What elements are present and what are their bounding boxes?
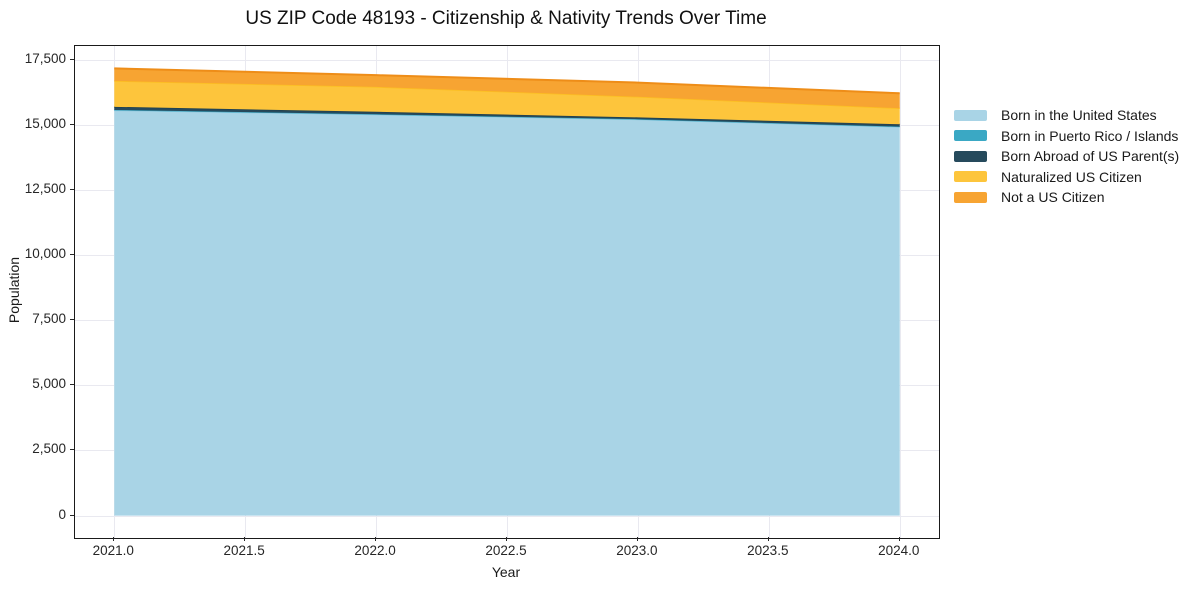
x-tick-mark bbox=[636, 537, 638, 541]
legend-label: Naturalized US Citizen bbox=[1001, 168, 1142, 185]
legend-swatch bbox=[954, 150, 987, 162]
legend-label: Born in the United States bbox=[1001, 107, 1157, 123]
area-born-abroad-of-us-parent-s- bbox=[114, 106, 900, 127]
y-tick-label: 12,500 bbox=[24, 181, 66, 197]
legend-label: Born Abroad of US Parent(s) bbox=[1001, 148, 1180, 164]
x-tick-label: 2023.0 bbox=[616, 543, 658, 558]
legend-item: Naturalized US Citizen bbox=[954, 167, 1179, 188]
y-tick-label: 0 bbox=[58, 506, 66, 522]
y-tick-mark bbox=[70, 449, 74, 451]
y-axis-label: Population bbox=[6, 256, 22, 324]
x-tick-label: 2021.0 bbox=[92, 543, 134, 558]
y-tick-mark bbox=[70, 189, 74, 191]
y-tick-label: 7,500 bbox=[32, 311, 66, 327]
gridline bbox=[75, 59, 939, 61]
x-axis-label: Year bbox=[491, 564, 521, 580]
y-tick-mark bbox=[70, 514, 74, 516]
y-tick-label: 5,000 bbox=[32, 376, 66, 392]
legend-label: Not a US Citizen bbox=[1001, 189, 1105, 205]
y-tick-label: 10,000 bbox=[24, 246, 66, 262]
x-tick-mark bbox=[506, 537, 507, 541]
legend-swatch bbox=[954, 130, 987, 142]
x-tick-label: 2021.5 bbox=[223, 543, 265, 558]
chart-title: US ZIP Code 48193 - Citizenship & Nativi… bbox=[245, 8, 767, 29]
x-tick-label: 2023.5 bbox=[747, 543, 789, 558]
plot-area bbox=[74, 45, 940, 539]
area-born-in-the-united-states bbox=[114, 110, 900, 516]
x-tick-mark bbox=[767, 537, 769, 541]
legend-item: Born in the United States bbox=[954, 105, 1179, 126]
x-tick-label: 2022.0 bbox=[354, 543, 396, 558]
x-tick-label: 2022.5 bbox=[485, 543, 527, 558]
legend-item: Born Abroad of US Parent(s) bbox=[954, 146, 1179, 167]
y-tick-label: 15,000 bbox=[24, 115, 66, 131]
area-naturalized-us-citizen bbox=[114, 80, 900, 125]
y-tick-mark bbox=[70, 254, 74, 256]
y-tick-mark bbox=[70, 58, 74, 60]
legend-item: Not a US Citizen bbox=[954, 187, 1179, 208]
area-edge bbox=[114, 67, 900, 95]
legend-swatch bbox=[954, 191, 987, 203]
y-tick-label: 2,500 bbox=[32, 441, 66, 457]
y-tick-mark bbox=[70, 123, 74, 125]
legend-swatch bbox=[954, 109, 987, 121]
legend: Born in the United States Born in Puerto … bbox=[954, 105, 1179, 208]
y-tick-label: 17,500 bbox=[24, 50, 66, 66]
x-tick-label: 2024.0 bbox=[878, 543, 920, 558]
gridline bbox=[899, 46, 901, 538]
x-tick-mark bbox=[113, 537, 115, 541]
area-not-a-us-citizen bbox=[114, 68, 900, 109]
y-tick-mark bbox=[70, 384, 74, 386]
x-tick-mark bbox=[244, 537, 246, 541]
gridline bbox=[75, 515, 939, 517]
stacked-areas bbox=[114, 67, 900, 516]
x-tick-mark bbox=[375, 537, 377, 541]
legend-swatch bbox=[954, 171, 987, 183]
y-tick-mark bbox=[70, 319, 74, 321]
x-tick-mark bbox=[898, 537, 900, 541]
legend-item: Born in Puerto Rico / Islands bbox=[954, 126, 1179, 147]
legend-label: Born in Puerto Rico / Islands bbox=[1001, 127, 1179, 144]
